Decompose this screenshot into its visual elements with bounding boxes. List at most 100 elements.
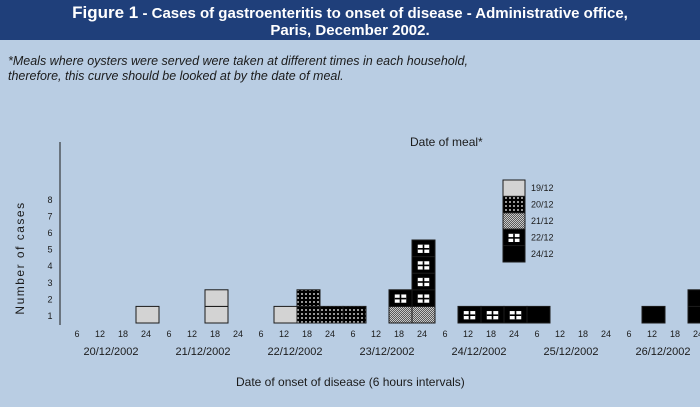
- x-tick-label: 12: [555, 329, 565, 339]
- y-tick-label: 3: [47, 278, 52, 288]
- x-tick-label: 12: [371, 329, 381, 339]
- legend: Date of meal* 19/12 20/12 21/12 22/12 24/12: [410, 135, 554, 263]
- x-tick-label: 12: [647, 329, 657, 339]
- legend-item: 22/12: [502, 228, 554, 247]
- legend-label: 19/12: [531, 183, 554, 193]
- case-box: [204, 289, 229, 307]
- date-label: 21/12/2002: [175, 346, 230, 358]
- date-label: 25/12/2002: [543, 346, 598, 358]
- x-tick-label: 6: [626, 329, 631, 339]
- case-box: [342, 305, 367, 324]
- case-box: [502, 245, 526, 263]
- y-tick-label: 2: [47, 294, 52, 304]
- case-box: [411, 305, 436, 324]
- title-line-2: Paris, December 2002.: [270, 22, 430, 39]
- x-tick-label: 6: [350, 329, 355, 339]
- epidemic-curve-chart: Number of cases Date of onset of disease…: [13, 135, 700, 389]
- x-axis-label: Date of onset of disease (6 hours interv…: [236, 375, 465, 389]
- date-label: 22/12/2002: [267, 346, 322, 358]
- legend-label: 21/12: [531, 216, 554, 226]
- y-tick-label: 5: [47, 245, 52, 255]
- case-box: [204, 305, 229, 324]
- case-box: [411, 272, 436, 291]
- title-dash: -: [142, 5, 148, 22]
- x-tick-label: 12: [95, 329, 105, 339]
- case-box: [296, 289, 321, 307]
- case-box: [502, 179, 526, 197]
- bar: [342, 305, 367, 324]
- x-tick-label: 24: [417, 329, 427, 339]
- x-tick-labels: 6 12 18 24 6 12 18 24 6 12 18 24 6 12 18 24 6 12 18 24 6 12 18…: [74, 329, 700, 339]
- bar: [411, 239, 436, 324]
- x-tick-label: 18: [210, 329, 220, 339]
- x-tick-label: 24: [325, 329, 335, 339]
- case-box: [641, 305, 666, 324]
- legend-label: 24/12: [531, 249, 554, 259]
- figure-header: Figure 1 - Cases of gastroenteritis to o…: [0, 0, 700, 40]
- bar: [296, 289, 321, 324]
- title-line-1: Figure 1 - Cases of gastroenteritis to o…: [0, 4, 700, 22]
- case-box: [503, 305, 528, 324]
- x-tick-label: 24: [509, 329, 519, 339]
- x-tick-label: 18: [118, 329, 128, 339]
- case-box: [502, 228, 526, 247]
- legend-label: 20/12: [531, 200, 554, 210]
- x-tick-label: 12: [187, 329, 197, 339]
- date-label: 26/12/2002: [635, 346, 690, 358]
- y-tick-label: 7: [47, 211, 52, 221]
- title-text: Cases of gastroenteritis to onset of dis…: [151, 5, 628, 22]
- case-box: [687, 305, 700, 324]
- x-tick-label: 6: [166, 329, 171, 339]
- case-box: [319, 305, 344, 324]
- x-tick-label: 18: [302, 329, 312, 339]
- legend-item: 19/12: [502, 179, 554, 197]
- y-axis-label: Number of cases: [13, 201, 27, 314]
- date-label: 24/12/2002: [451, 346, 506, 358]
- x-tick-label: 6: [442, 329, 447, 339]
- bar: [641, 305, 666, 324]
- x-tick-label: 6: [534, 329, 539, 339]
- case-box: [388, 305, 413, 324]
- footnote-line-2: therefore, this curve should be looked a…: [8, 69, 344, 83]
- legend-item: 20/12: [502, 195, 554, 214]
- bar: [503, 305, 528, 324]
- legend-title: Date of meal*: [410, 135, 483, 149]
- legend-label: 22/12: [531, 232, 554, 242]
- case-box: [502, 195, 526, 214]
- x-tick-label: 6: [258, 329, 263, 339]
- bar: [273, 305, 298, 324]
- case-box: [296, 305, 321, 324]
- date-label: 20/12/2002: [83, 346, 138, 358]
- case-box: [411, 289, 436, 307]
- x-tick-label: 18: [486, 329, 496, 339]
- x-tick-label: 18: [578, 329, 588, 339]
- date-label: 23/12/2002: [359, 346, 414, 358]
- x-tick-label: 12: [279, 329, 289, 339]
- bars: [135, 239, 700, 324]
- x-tick-label: 24: [601, 329, 611, 339]
- figure-label: Figure 1: [72, 3, 139, 22]
- x-tick-label: 24: [233, 329, 243, 339]
- chart-panel: *Meals where oysters were served were ta…: [0, 40, 700, 407]
- case-box: [273, 305, 298, 324]
- case-box: [526, 305, 551, 324]
- legend-item: 24/12: [502, 245, 554, 263]
- case-box: [480, 305, 505, 324]
- y-tick-label: 8: [47, 195, 52, 205]
- case-box: [457, 305, 482, 324]
- y-tick-label: 1: [47, 311, 52, 321]
- case-box: [411, 256, 436, 274]
- bar: [388, 289, 413, 324]
- footnote: *Meals where oysters were served were ta…: [8, 54, 528, 84]
- case-box: [502, 212, 526, 230]
- bar: [135, 305, 160, 324]
- x-tick-label: 24: [141, 329, 151, 339]
- y-tick-label: 6: [47, 228, 52, 238]
- legend-item: 21/12: [502, 212, 554, 230]
- footnote-line-1: *Meals where oysters were served were ta…: [8, 54, 468, 68]
- bar: [319, 305, 344, 324]
- bar: [526, 305, 551, 324]
- x-tick-label: 12: [463, 329, 473, 339]
- bar: [687, 289, 700, 324]
